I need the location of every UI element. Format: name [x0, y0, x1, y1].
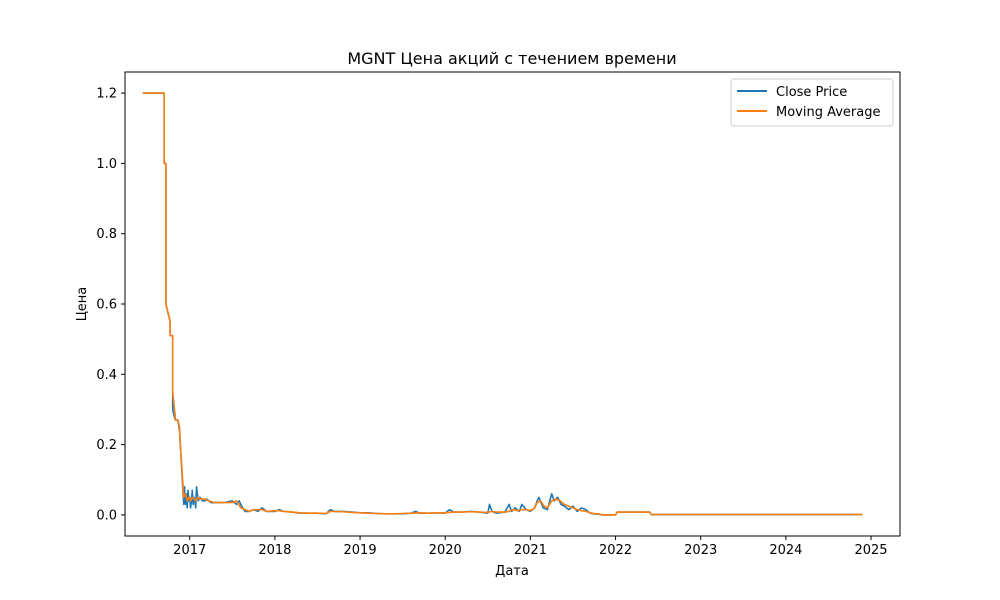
- series-line-moving-average: [142, 92, 863, 516]
- x-tick-label: 2022: [599, 543, 632, 558]
- legend-label-close-price: Close Price: [776, 85, 847, 100]
- y-tick-label: 0.0: [96, 508, 117, 523]
- series-layer: [142, 92, 863, 516]
- x-tick-label: 2019: [344, 543, 377, 558]
- x-tick-label: 2024: [769, 543, 802, 558]
- legend-label-moving-average: Moving Average: [776, 105, 880, 120]
- x-axis-title: Дата: [495, 564, 529, 579]
- x-tick-label: 2023: [684, 543, 717, 558]
- x-tick-label: 2021: [514, 543, 547, 558]
- y-axis-title: Цена: [75, 287, 90, 322]
- x-tick-label: 2017: [173, 543, 206, 558]
- legend-box: [730, 78, 894, 127]
- chart-title: MGNT Цена акций с течением времени: [347, 49, 676, 68]
- x-tick-label: 2018: [258, 543, 291, 558]
- x-tick-label: 2025: [854, 543, 887, 558]
- legend: Close Price Moving Average: [730, 78, 894, 127]
- y-tick-label: 0.6: [96, 298, 117, 313]
- y-tick-label: 1.0: [96, 157, 117, 172]
- y-tick-label: 0.4: [96, 368, 117, 383]
- x-tick-label: 2020: [429, 543, 462, 558]
- y-tick-label: 0.8: [96, 227, 117, 242]
- y-tick-label: 0.2: [96, 438, 117, 453]
- x-axis: 2017 2018 2019 2020 2021 2022 2023 2024 2025: [173, 536, 888, 558]
- plot-area: [125, 72, 900, 536]
- y-tick-label: 1.2: [96, 87, 117, 102]
- y-axis: 0.0 0.2 0.4 0.6 0.8 1.0 1.2: [96, 87, 125, 523]
